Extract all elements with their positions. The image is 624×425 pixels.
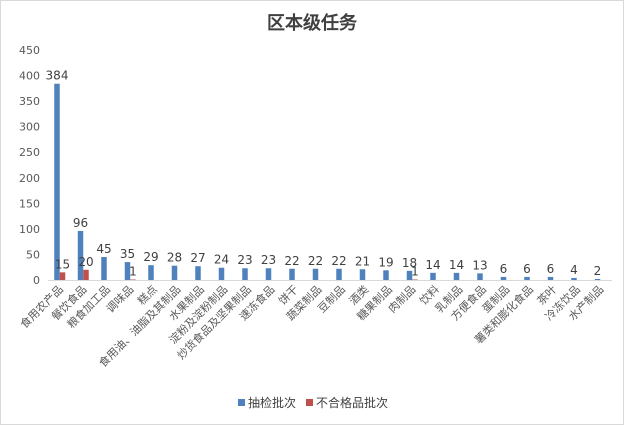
bar-抽检批次 [265,268,272,280]
bar-抽检批次 [54,83,60,280]
bar-抽检批次 [500,276,507,280]
bar-抽检批次 [124,262,131,280]
bar-抽检批次 [195,266,201,280]
y-axis: 0 50 100 150 200 250 300 350 400 450 [19,44,40,287]
bar-不合格品批次 [59,272,66,280]
bar-抽检批次 [571,277,577,280]
data-label-抽检批次: 18 [402,256,417,270]
y-tick-label: 150 [19,197,40,210]
data-label-不合格品批次: 1 [129,264,137,278]
data-label-抽检批次: 22 [284,254,299,268]
bar-抽检批次 [218,267,225,280]
y-tick-label: 400 [19,70,40,83]
bar-抽检批次 [359,269,366,280]
bar-抽检批次 [148,265,154,280]
chart-title: 区本级任务 [267,12,358,34]
y-tick-label: 250 [19,146,40,159]
data-label-抽检批次: 384 [46,69,69,83]
y-tick-label: 300 [19,121,40,134]
bar-抽检批次 [242,268,248,280]
legend-swatch [306,399,313,406]
data-label-抽检批次: 14 [425,258,440,272]
data-label-抽检批次: 4 [570,263,578,277]
bar-抽检批次 [77,230,84,280]
legend: 抽检批次 不合格品批次 [238,395,388,410]
data-label-抽检批次: 2 [594,264,602,278]
bar-抽检批次 [524,276,530,280]
bar-抽检批次 [594,278,601,280]
data-label-抽检批次: 45 [96,242,111,256]
bar-抽检批次 [289,268,295,280]
data-label-抽检批次: 24 [214,253,229,267]
bar-抽检批次 [406,270,413,280]
data-label-抽检批次: 19 [378,255,393,269]
y-tick-label: 50 [26,248,40,261]
data-label-抽检批次: 35 [120,247,135,261]
data-label-抽检批次: 29 [143,250,158,264]
data-label-抽检批次: 96 [73,216,88,230]
bars [54,83,601,280]
data-label-抽检批次: 23 [261,253,276,267]
y-tick-label: 450 [19,44,40,57]
data-label-不合格品批次: 1 [411,264,419,278]
bar-抽检批次 [336,268,342,280]
y-tick-label: 100 [19,223,40,236]
data-label-不合格品批次: 15 [55,257,70,271]
data-label-抽检批次: 22 [331,254,346,268]
y-tick-label: 350 [19,95,40,108]
bar-不合格品批次 [130,279,136,280]
bar-抽检批次 [101,257,107,280]
data-label-抽检批次: 14 [449,258,464,272]
legend-label: 不合格品批次 [316,395,388,410]
y-tick-label: 0 [33,274,40,287]
bar-抽检批次 [312,268,319,280]
data-label-抽检批次: 23 [237,253,252,267]
bar-抽检批次 [453,272,460,280]
data-label-抽检批次: 21 [355,254,370,268]
data-label-抽检批次: 22 [308,254,323,268]
bar-抽检批次 [383,270,389,280]
data-label-不合格品批次: 20 [78,255,93,269]
bar-不合格品批次 [412,279,418,280]
y-tick-label: 200 [19,172,40,185]
data-label-抽检批次: 6 [500,262,508,276]
data-label-抽检批次: 6 [523,262,531,276]
bar-抽检批次 [477,273,483,280]
bar-不合格品批次 [83,269,89,280]
bar-抽检批次 [547,276,554,280]
data-label-抽检批次: 27 [190,251,205,265]
bar-抽检批次 [171,265,178,280]
legend-label: 抽检批次 [248,395,296,410]
data-label-抽检批次: 6 [547,262,555,276]
data-label-抽检批次: 13 [472,258,487,272]
data-label-抽检批次: 28 [167,251,182,265]
bar-抽检批次 [430,272,436,280]
legend-swatch [238,399,245,406]
